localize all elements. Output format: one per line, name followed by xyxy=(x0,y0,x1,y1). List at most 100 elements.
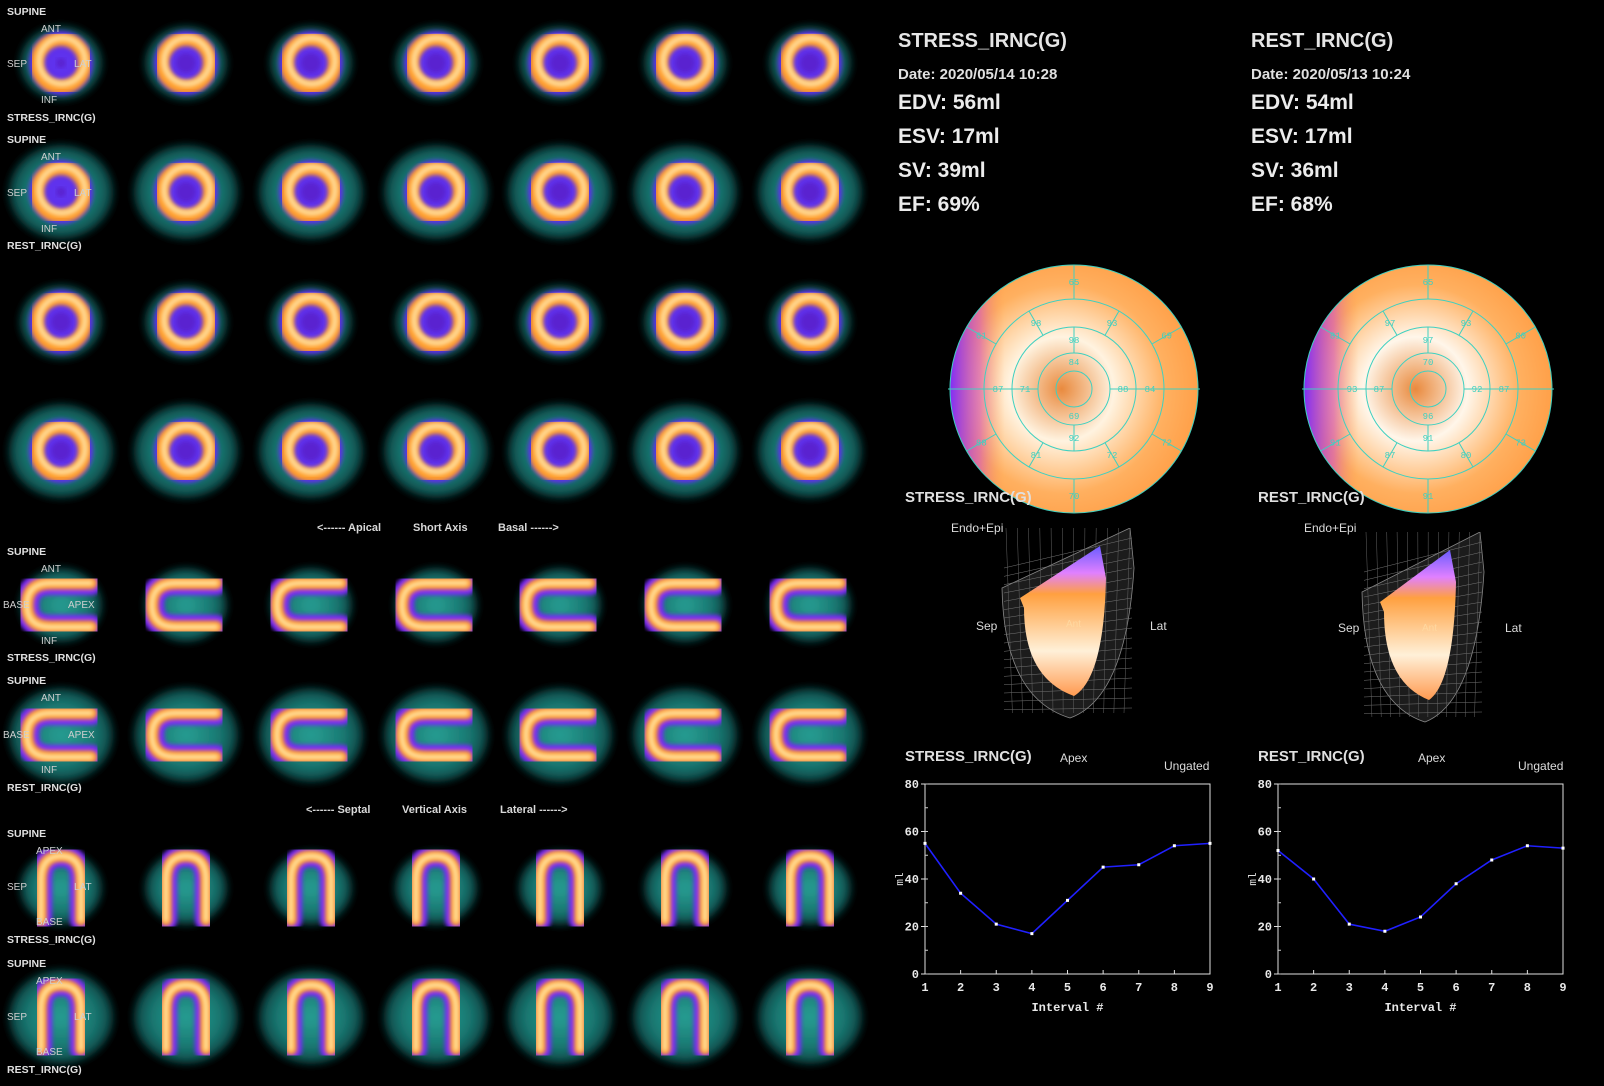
volume-curve-point xyxy=(1137,863,1141,867)
slice-image xyxy=(17,844,105,931)
row-name-rest: REST_IRNC(G) xyxy=(7,1064,82,1076)
orientation-apex: APEX xyxy=(68,600,95,611)
volume-curve-point xyxy=(959,891,963,895)
polar-segment-value: 73 xyxy=(1515,439,1526,449)
orientation-ant: ANT xyxy=(41,564,61,575)
slice-image xyxy=(17,282,105,362)
polar-segment-value: 91 xyxy=(1423,492,1434,502)
y-tick-label: 80 xyxy=(905,778,919,792)
slice-image xyxy=(629,684,741,786)
volume-curve-point xyxy=(1383,929,1387,933)
axis-name: Vertical Axis xyxy=(402,804,468,816)
x-tick-label: 1 xyxy=(921,981,928,995)
volume-curve-point xyxy=(923,841,927,845)
orientation-base: BASE xyxy=(36,1047,63,1058)
slice-image xyxy=(766,282,854,362)
polar-segment-value: 69 xyxy=(1161,332,1172,342)
polar-segment-value: 84 xyxy=(1145,385,1156,395)
axis-name: Short Axis xyxy=(413,522,468,534)
polar-segment-value: 98 xyxy=(1069,336,1080,346)
rest-curve-title: REST_IRNC(G) xyxy=(1258,748,1365,765)
stress-ant-label: Ant xyxy=(1066,619,1082,630)
rest-sep-label: Sep xyxy=(1338,621,1360,635)
polar-segment-value: 88 xyxy=(1118,385,1129,395)
volume-curve-point xyxy=(1561,846,1565,850)
rest-apex-label: Apex xyxy=(1418,751,1446,765)
polar-segment-value: 93 xyxy=(1347,385,1358,395)
slice-image xyxy=(139,565,230,645)
rest-esv: ESV: 17ml xyxy=(1251,125,1353,148)
slice-image xyxy=(516,844,604,931)
polar-segment-value: 80 xyxy=(1515,332,1526,342)
axis-direction-left: <------ Apical xyxy=(317,522,382,534)
axis-direction-right: Basal ------> xyxy=(498,522,559,534)
stress-apex-label: Apex xyxy=(1060,751,1088,765)
position-label: SUPINE xyxy=(7,134,47,146)
slice-image xyxy=(5,141,117,243)
slice-image xyxy=(142,23,230,103)
slice-image xyxy=(641,282,729,362)
lv-surface xyxy=(1020,546,1106,696)
volume-curve-point xyxy=(1208,841,1212,845)
stress-edv: EDV: 56ml xyxy=(898,91,1001,114)
position-label: SUPINE xyxy=(7,546,47,558)
row-name-stress: STRESS_IRNC(G) xyxy=(7,112,96,124)
x-tick-label: 8 xyxy=(1171,981,1178,995)
polar-segment-value: 87 xyxy=(1374,385,1385,395)
rest-3d-lv-model[interactable] xyxy=(1360,532,1490,732)
orientation-apex: APEX xyxy=(68,730,95,741)
stress-endo-epi-label: Endo+Epi xyxy=(951,521,1004,535)
y-tick-label: 40 xyxy=(905,873,919,887)
slice-image xyxy=(392,844,480,931)
polar-segment-value: 96 xyxy=(1423,412,1434,422)
polar-segment-value: 81 xyxy=(1031,451,1042,461)
stress-date: Date: 2020/05/14 10:28 xyxy=(898,66,1058,83)
orientation-base: BASE xyxy=(3,600,30,611)
stress-3d-lv-model[interactable] xyxy=(1000,528,1140,728)
rest-ef: EF: 68% xyxy=(1251,193,1333,216)
slice-image xyxy=(641,23,729,103)
volume-curve-point xyxy=(1172,844,1176,848)
slice-image xyxy=(14,565,105,645)
rest-date: Date: 2020/05/13 10:24 xyxy=(1251,66,1411,83)
x-tick-label: 6 xyxy=(1100,981,1107,995)
stress-polar-label: STRESS_IRNC(G) xyxy=(905,489,1032,506)
axis-direction-left: <------ Septal xyxy=(306,804,371,816)
y-tick-label: 60 xyxy=(1258,826,1272,840)
volume-curve-point xyxy=(1276,849,1280,852)
polar-segment-value: 91 xyxy=(1330,439,1341,449)
orientation-sep: SEP xyxy=(7,59,28,70)
slice-image xyxy=(380,141,492,243)
slice-image xyxy=(255,966,367,1068)
slice-image xyxy=(267,844,355,931)
slice-image xyxy=(5,684,117,786)
x-axis-label: Interval # xyxy=(1384,1001,1456,1015)
polar-segment-value: 92 xyxy=(1069,434,1080,444)
slice-image xyxy=(504,966,616,1068)
slice-image xyxy=(5,966,117,1068)
slice-image xyxy=(130,400,242,502)
position-label: SUPINE xyxy=(7,958,47,970)
slice-image xyxy=(629,400,741,502)
polar-segment-value: 84 xyxy=(1069,358,1080,368)
slice-image xyxy=(763,565,854,645)
position-label: SUPINE xyxy=(7,675,47,687)
volume-curve-point xyxy=(1101,865,1105,869)
x-tick-label: 4 xyxy=(1381,981,1388,995)
orientation-sep: SEP xyxy=(7,882,28,893)
volume-curve-point xyxy=(1454,882,1458,886)
volume-curve-point xyxy=(994,922,998,926)
rest-edv: EDV: 54ml xyxy=(1251,91,1354,114)
x-tick-label: 6 xyxy=(1453,981,1460,995)
slice-image xyxy=(389,565,480,645)
orientation-ant: ANT xyxy=(41,693,61,704)
polar-segment-value: 87 xyxy=(1499,385,1510,395)
position-label: SUPINE xyxy=(7,828,47,840)
plot-frame xyxy=(1277,783,1564,975)
slice-image xyxy=(380,684,492,786)
volume-curve-line xyxy=(924,842,1211,935)
polar-segment-value: 97 xyxy=(1385,319,1396,329)
stress-curve-title: STRESS_IRNC(G) xyxy=(905,748,1032,765)
slice-image xyxy=(130,684,242,786)
slice-image xyxy=(641,844,729,931)
